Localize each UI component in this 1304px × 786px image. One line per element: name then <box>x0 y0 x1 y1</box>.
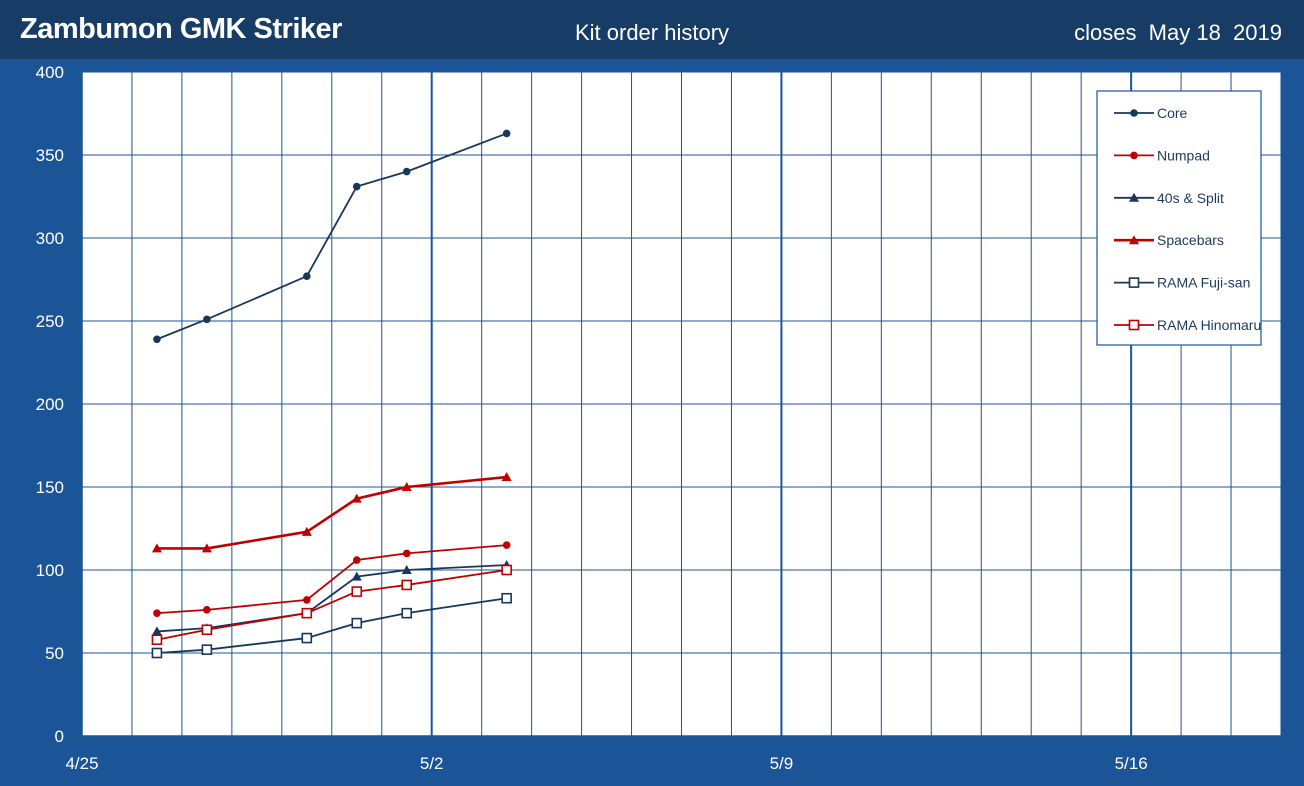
data-point <box>401 607 413 619</box>
legend-entry: 40s & Split <box>1157 190 1224 206</box>
data-point <box>501 472 512 482</box>
series-line-5 <box>156 597 507 654</box>
data-point <box>502 129 511 138</box>
y-tick-label: 100 <box>36 561 64 580</box>
series-line-1 <box>156 132 507 341</box>
x-tick-label: 5/2 <box>420 754 444 773</box>
data-point <box>303 596 311 604</box>
legend-entry: RAMA Fuji-san <box>1157 275 1250 291</box>
y-tick-label: 250 <box>36 312 64 331</box>
series-line-6 <box>156 569 507 641</box>
data-point <box>402 549 411 558</box>
y-tick-label: 50 <box>45 644 64 663</box>
legend-swatch-marker <box>1128 277 1140 288</box>
legend-swatch-marker <box>1128 319 1140 331</box>
y-tick-label: 150 <box>36 478 64 497</box>
y-tick-label: 200 <box>36 395 64 414</box>
data-point <box>352 556 361 564</box>
series-line-2 <box>156 544 507 615</box>
data-point <box>501 564 512 576</box>
data-point <box>401 482 412 491</box>
data-point <box>203 315 211 324</box>
y-tick-label: 300 <box>36 229 64 248</box>
data-point <box>301 632 313 644</box>
legend-swatch-marker <box>1130 109 1138 117</box>
data-point <box>151 543 162 553</box>
data-point <box>502 541 511 549</box>
data-point <box>351 493 362 503</box>
data-point <box>153 335 161 344</box>
data-point <box>401 579 413 591</box>
legend-entry: Spacebars <box>1157 232 1224 248</box>
data-point <box>351 586 363 597</box>
legend-entry: RAMA Hinomaru <box>1157 317 1261 333</box>
data-point <box>151 647 163 659</box>
x-tick-label: 5/9 <box>770 754 794 773</box>
data-point <box>301 526 312 536</box>
data-point <box>303 272 311 280</box>
data-point <box>401 565 412 574</box>
legend-entry: Numpad <box>1157 147 1210 163</box>
chart-subtitle: Kit order history <box>574 20 730 45</box>
data-point <box>203 606 211 614</box>
data-point <box>301 607 313 619</box>
legend-entry: Core <box>1157 105 1188 121</box>
data-point <box>151 626 162 636</box>
chart-header: Zambumon GMK Striker Kit order history c… <box>0 0 1304 59</box>
data-point <box>402 167 411 176</box>
y-tick-label: 0 <box>55 727 64 746</box>
x-tick-label: 4/25 <box>65 754 98 773</box>
data-point <box>501 592 512 604</box>
x-tick-label: 5/16 <box>1115 754 1148 773</box>
legend-swatch-marker <box>1129 235 1139 245</box>
data-point <box>351 571 362 581</box>
legend-swatch-marker <box>1130 151 1138 160</box>
chart-title: Zambumon GMK Striker <box>20 13 342 45</box>
data-point <box>201 644 213 655</box>
data-point <box>153 609 161 617</box>
series-line-4 <box>156 475 507 550</box>
closing-date: closes May 18 2019 <box>1074 20 1282 45</box>
legend-swatch-marker <box>1129 192 1139 202</box>
y-tick-label: 400 <box>36 63 64 82</box>
data-point <box>201 543 212 553</box>
y-tick-label: 350 <box>36 146 64 165</box>
series-line-3 <box>156 564 507 633</box>
legend-box <box>1096 90 1262 346</box>
data-point <box>351 617 363 629</box>
data-point <box>352 182 361 191</box>
data-point <box>151 634 163 646</box>
data-point <box>201 624 213 636</box>
